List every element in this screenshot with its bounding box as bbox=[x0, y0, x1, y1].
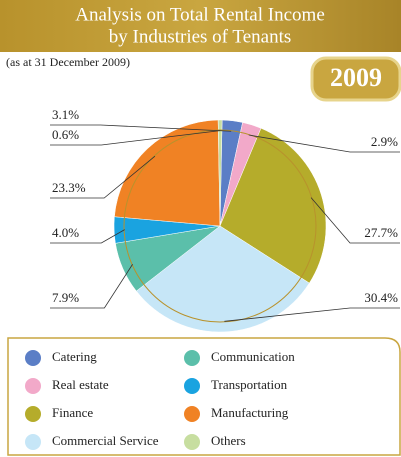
legend-label: Real estate bbox=[52, 377, 109, 392]
data-label: 27.7% bbox=[364, 225, 398, 240]
legend-label: Communication bbox=[211, 349, 295, 364]
legend-label: Commercial Service bbox=[52, 433, 159, 448]
legend-swatch bbox=[184, 378, 200, 394]
legend-swatch bbox=[184, 350, 200, 366]
pie-slice bbox=[217, 119, 223, 227]
legend-box bbox=[7, 337, 401, 456]
title-banner bbox=[0, 0, 401, 52]
subtitle: (as at 31 December 2009) bbox=[6, 55, 130, 69]
data-label: 3.1% bbox=[52, 107, 79, 122]
legend-label: Manufacturing bbox=[211, 405, 289, 420]
data-label: 7.9% bbox=[52, 290, 79, 305]
legend-label: Catering bbox=[52, 349, 97, 364]
chart-title: Analysis on Total Rental Income bbox=[75, 4, 325, 25]
legend-label: Transportation bbox=[211, 377, 288, 392]
legend-swatch bbox=[184, 406, 200, 422]
legend-label: Finance bbox=[52, 405, 93, 420]
legend-swatch bbox=[25, 378, 41, 394]
year-badge-text: 2009 bbox=[330, 63, 382, 92]
data-label: 30.4% bbox=[364, 290, 398, 305]
legend-swatch bbox=[25, 434, 41, 450]
data-label: 4.0% bbox=[52, 225, 79, 240]
leader-line bbox=[50, 155, 156, 199]
data-label: 0.6% bbox=[52, 127, 79, 142]
year-badge bbox=[310, 56, 401, 102]
legend-swatch bbox=[25, 350, 41, 366]
leader-line bbox=[50, 130, 221, 146]
leader-line bbox=[50, 264, 133, 309]
leader-line bbox=[50, 229, 125, 244]
chart-title: by Industries of Tenants bbox=[109, 26, 292, 47]
leader-line bbox=[224, 307, 400, 322]
data-label: 2.9% bbox=[371, 134, 398, 149]
inner-ring bbox=[123, 129, 317, 323]
legend-swatch bbox=[25, 406, 41, 422]
pie-slice bbox=[135, 225, 310, 333]
pie-slice bbox=[114, 119, 221, 227]
leader-line bbox=[50, 124, 232, 132]
leader-line bbox=[248, 134, 400, 153]
legend-label: Others bbox=[211, 433, 246, 448]
legend-swatch bbox=[184, 434, 200, 450]
data-label: 23.3% bbox=[52, 180, 86, 195]
pie-slice bbox=[219, 127, 327, 284]
leader-line bbox=[310, 197, 400, 244]
